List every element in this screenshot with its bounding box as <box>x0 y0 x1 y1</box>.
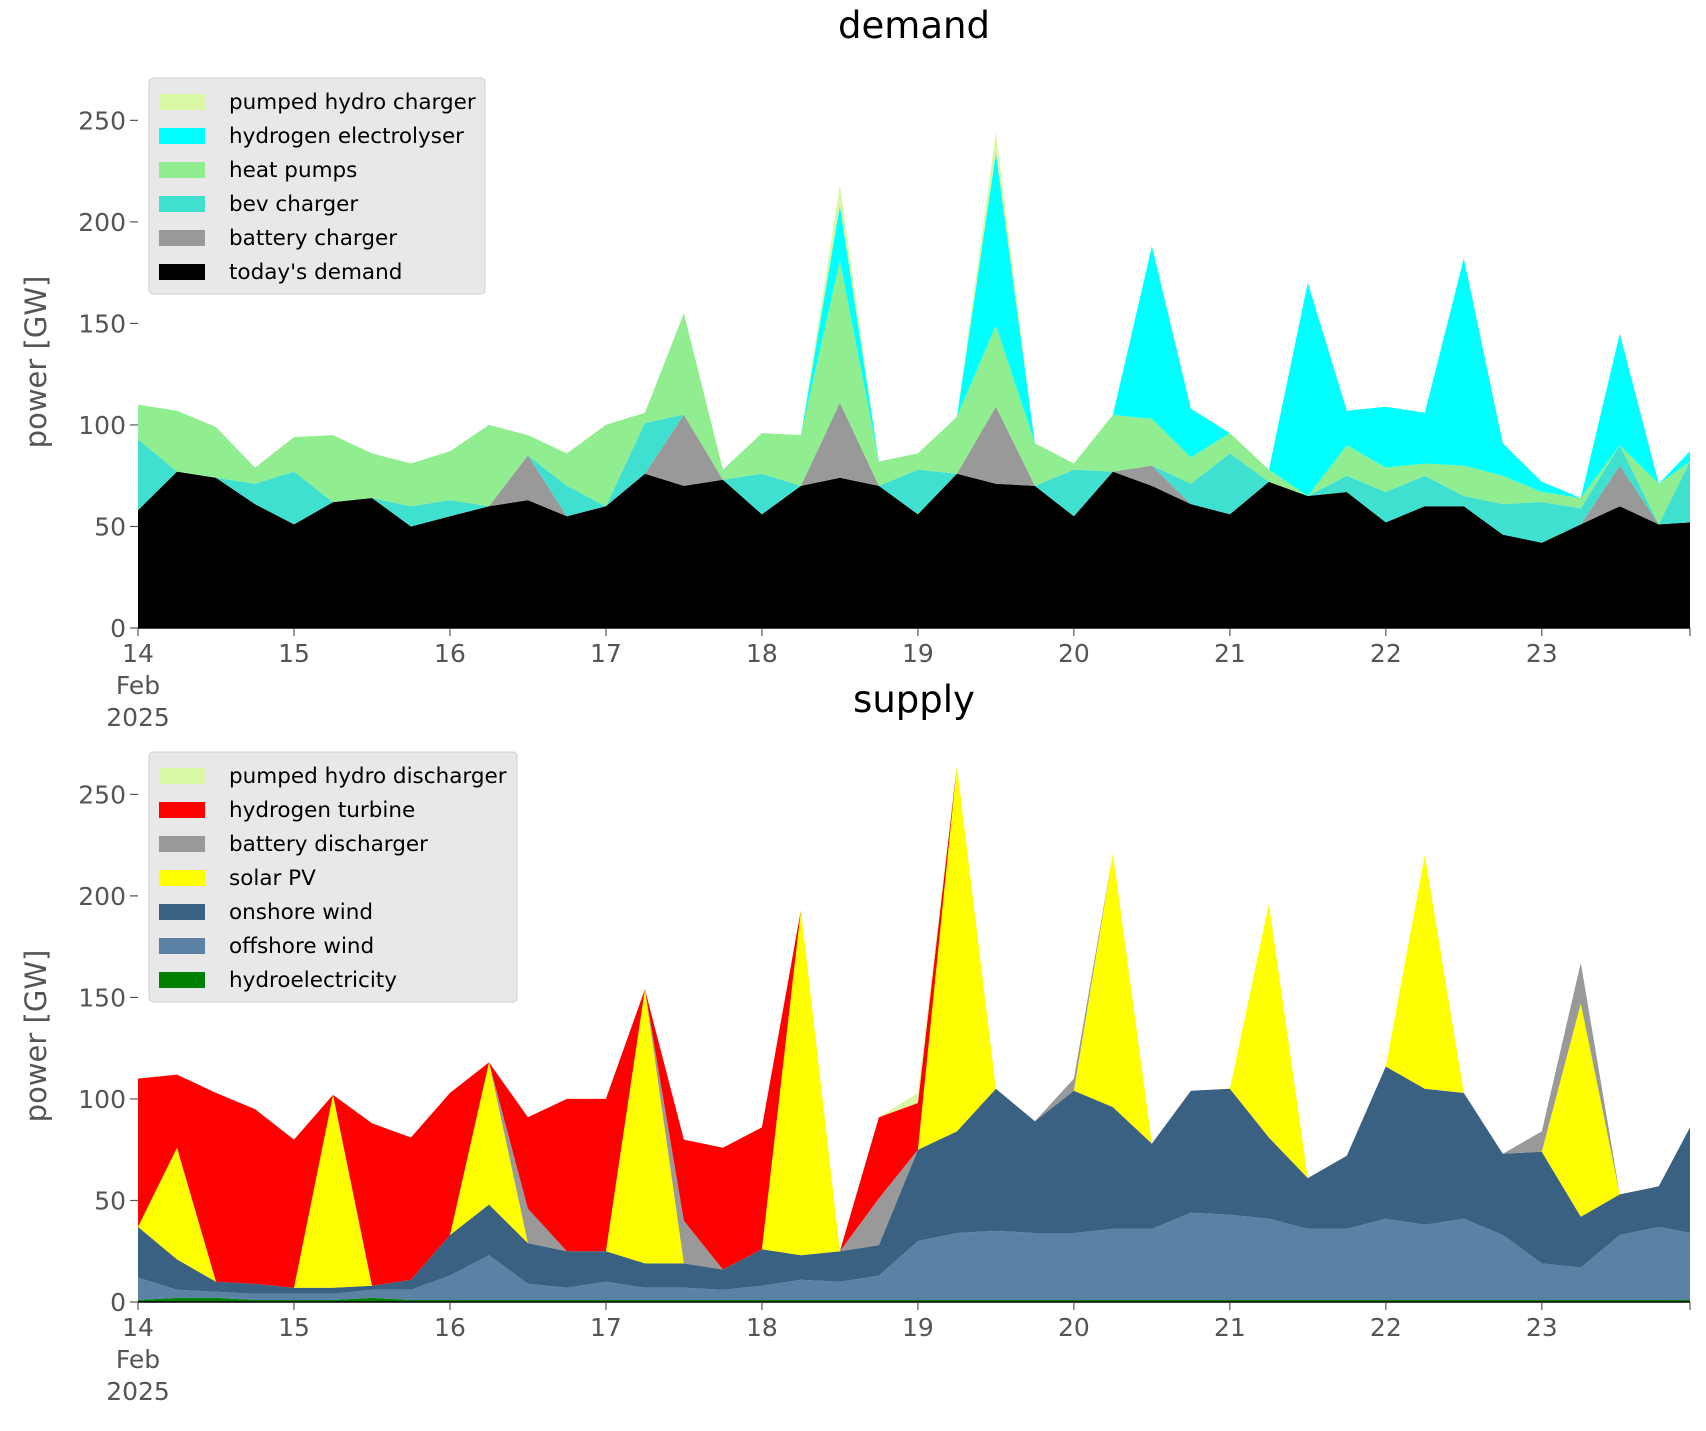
legend-label: battery discharger <box>229 832 428 857</box>
legend-swatch <box>159 128 205 144</box>
legend-label: bev charger <box>229 192 358 217</box>
legend-box <box>148 77 486 295</box>
area-bev-charger <box>138 402 1690 543</box>
legend-label: onshore wind <box>229 900 373 925</box>
x-tick-label: 17 <box>590 1313 622 1342</box>
legend-swatch <box>159 264 205 280</box>
chart-panel-supply: supply 0 50 100 150 200 250 14 Feb 2025 15 16 17 18 19… <box>19 678 1691 1406</box>
legend-box <box>148 751 518 1003</box>
x-tick-label: 22 <box>1370 1313 1402 1342</box>
chart-panel-demand: demand 0 50 100 150 200 250 14 Feb 2025 15 16 17 18 19… <box>19 4 1691 732</box>
y-tick-label: 200 <box>78 208 126 237</box>
legend-swatch <box>159 802 205 818</box>
legend-swatch <box>159 162 205 178</box>
chart-title: supply <box>853 678 975 721</box>
area-solar-pv <box>138 765 1690 1288</box>
y-axis-label: power [GW] <box>19 276 53 449</box>
legend-swatch <box>159 972 205 988</box>
x-tick-label: 16 <box>434 1313 466 1342</box>
legend-label: solar PV <box>229 866 316 891</box>
area-heat-pumps <box>138 260 1690 525</box>
area-hydroelectricity <box>138 1297 1690 1302</box>
legend-label: offshore wind <box>229 934 374 959</box>
legend-label: hydroelectricity <box>229 968 397 993</box>
y-tick-label: 150 <box>78 983 126 1012</box>
legend-swatch <box>159 836 205 852</box>
legend-label: pumped hydro charger <box>229 90 476 115</box>
legend-swatch <box>159 230 205 246</box>
x-tick-label: 18 <box>746 1313 778 1342</box>
y-tick-label: 50 <box>94 512 126 541</box>
x-tick-label: 20 <box>1058 639 1090 668</box>
legend-label: heat pumps <box>229 158 357 183</box>
legend-swatch <box>159 870 205 886</box>
x-tick-label: 16 <box>434 639 466 668</box>
legend-label: battery charger <box>229 226 397 251</box>
legend-label: today's demand <box>229 260 402 285</box>
legend-swatch <box>159 768 205 784</box>
x-tick-label: 18 <box>746 639 778 668</box>
x-tick-label: 15 <box>278 639 310 668</box>
x-tick-label: 21 <box>1214 639 1246 668</box>
legend-swatch <box>159 94 205 110</box>
x-tick-label: 19 <box>902 639 934 668</box>
chart-title: demand <box>838 4 990 47</box>
x-tick-label: 15 <box>278 1313 310 1342</box>
y-axis-label: power [GW] <box>19 950 53 1123</box>
legend-swatch <box>159 938 205 954</box>
legend-swatch <box>159 904 205 920</box>
legend-label: hydrogen turbine <box>229 798 415 823</box>
area-today-s-demand <box>138 471 1690 628</box>
x-tick-label: 17 <box>590 639 622 668</box>
x-tick-label: 21 <box>1214 1313 1246 1342</box>
x-tick-label: 23 <box>1526 639 1558 668</box>
area-offshore-wind <box>138 1212 1690 1300</box>
x-tick-label: 14 Feb 2025 <box>106 639 170 732</box>
legend-label: pumped hydro discharger <box>229 764 507 789</box>
legend-label: hydrogen electrolyser <box>229 124 464 149</box>
y-tick-label: 0 <box>110 1288 126 1317</box>
legend-swatch <box>159 196 205 212</box>
x-tick-label: 19 <box>902 1313 934 1342</box>
y-tick-label: 0 <box>110 614 126 643</box>
y-tick-label: 250 <box>78 780 126 809</box>
y-tick-label: 50 <box>94 1186 126 1215</box>
y-tick-label: 150 <box>78 309 126 338</box>
x-tick-label: 23 <box>1526 1313 1558 1342</box>
area-hydrogen-turbine <box>138 765 1690 1288</box>
x-tick-label: 20 <box>1058 1313 1090 1342</box>
y-tick-label: 250 <box>78 106 126 135</box>
area-hydrogen-electrolyser <box>138 152 1690 498</box>
y-tick-label: 100 <box>78 411 126 440</box>
y-tick-label: 100 <box>78 1085 126 1114</box>
x-tick-label: 22 <box>1370 639 1402 668</box>
x-tick-label: 14 Feb 2025 <box>106 1313 170 1406</box>
area-onshore-wind <box>138 1066 1690 1294</box>
y-tick-label: 200 <box>78 882 126 911</box>
